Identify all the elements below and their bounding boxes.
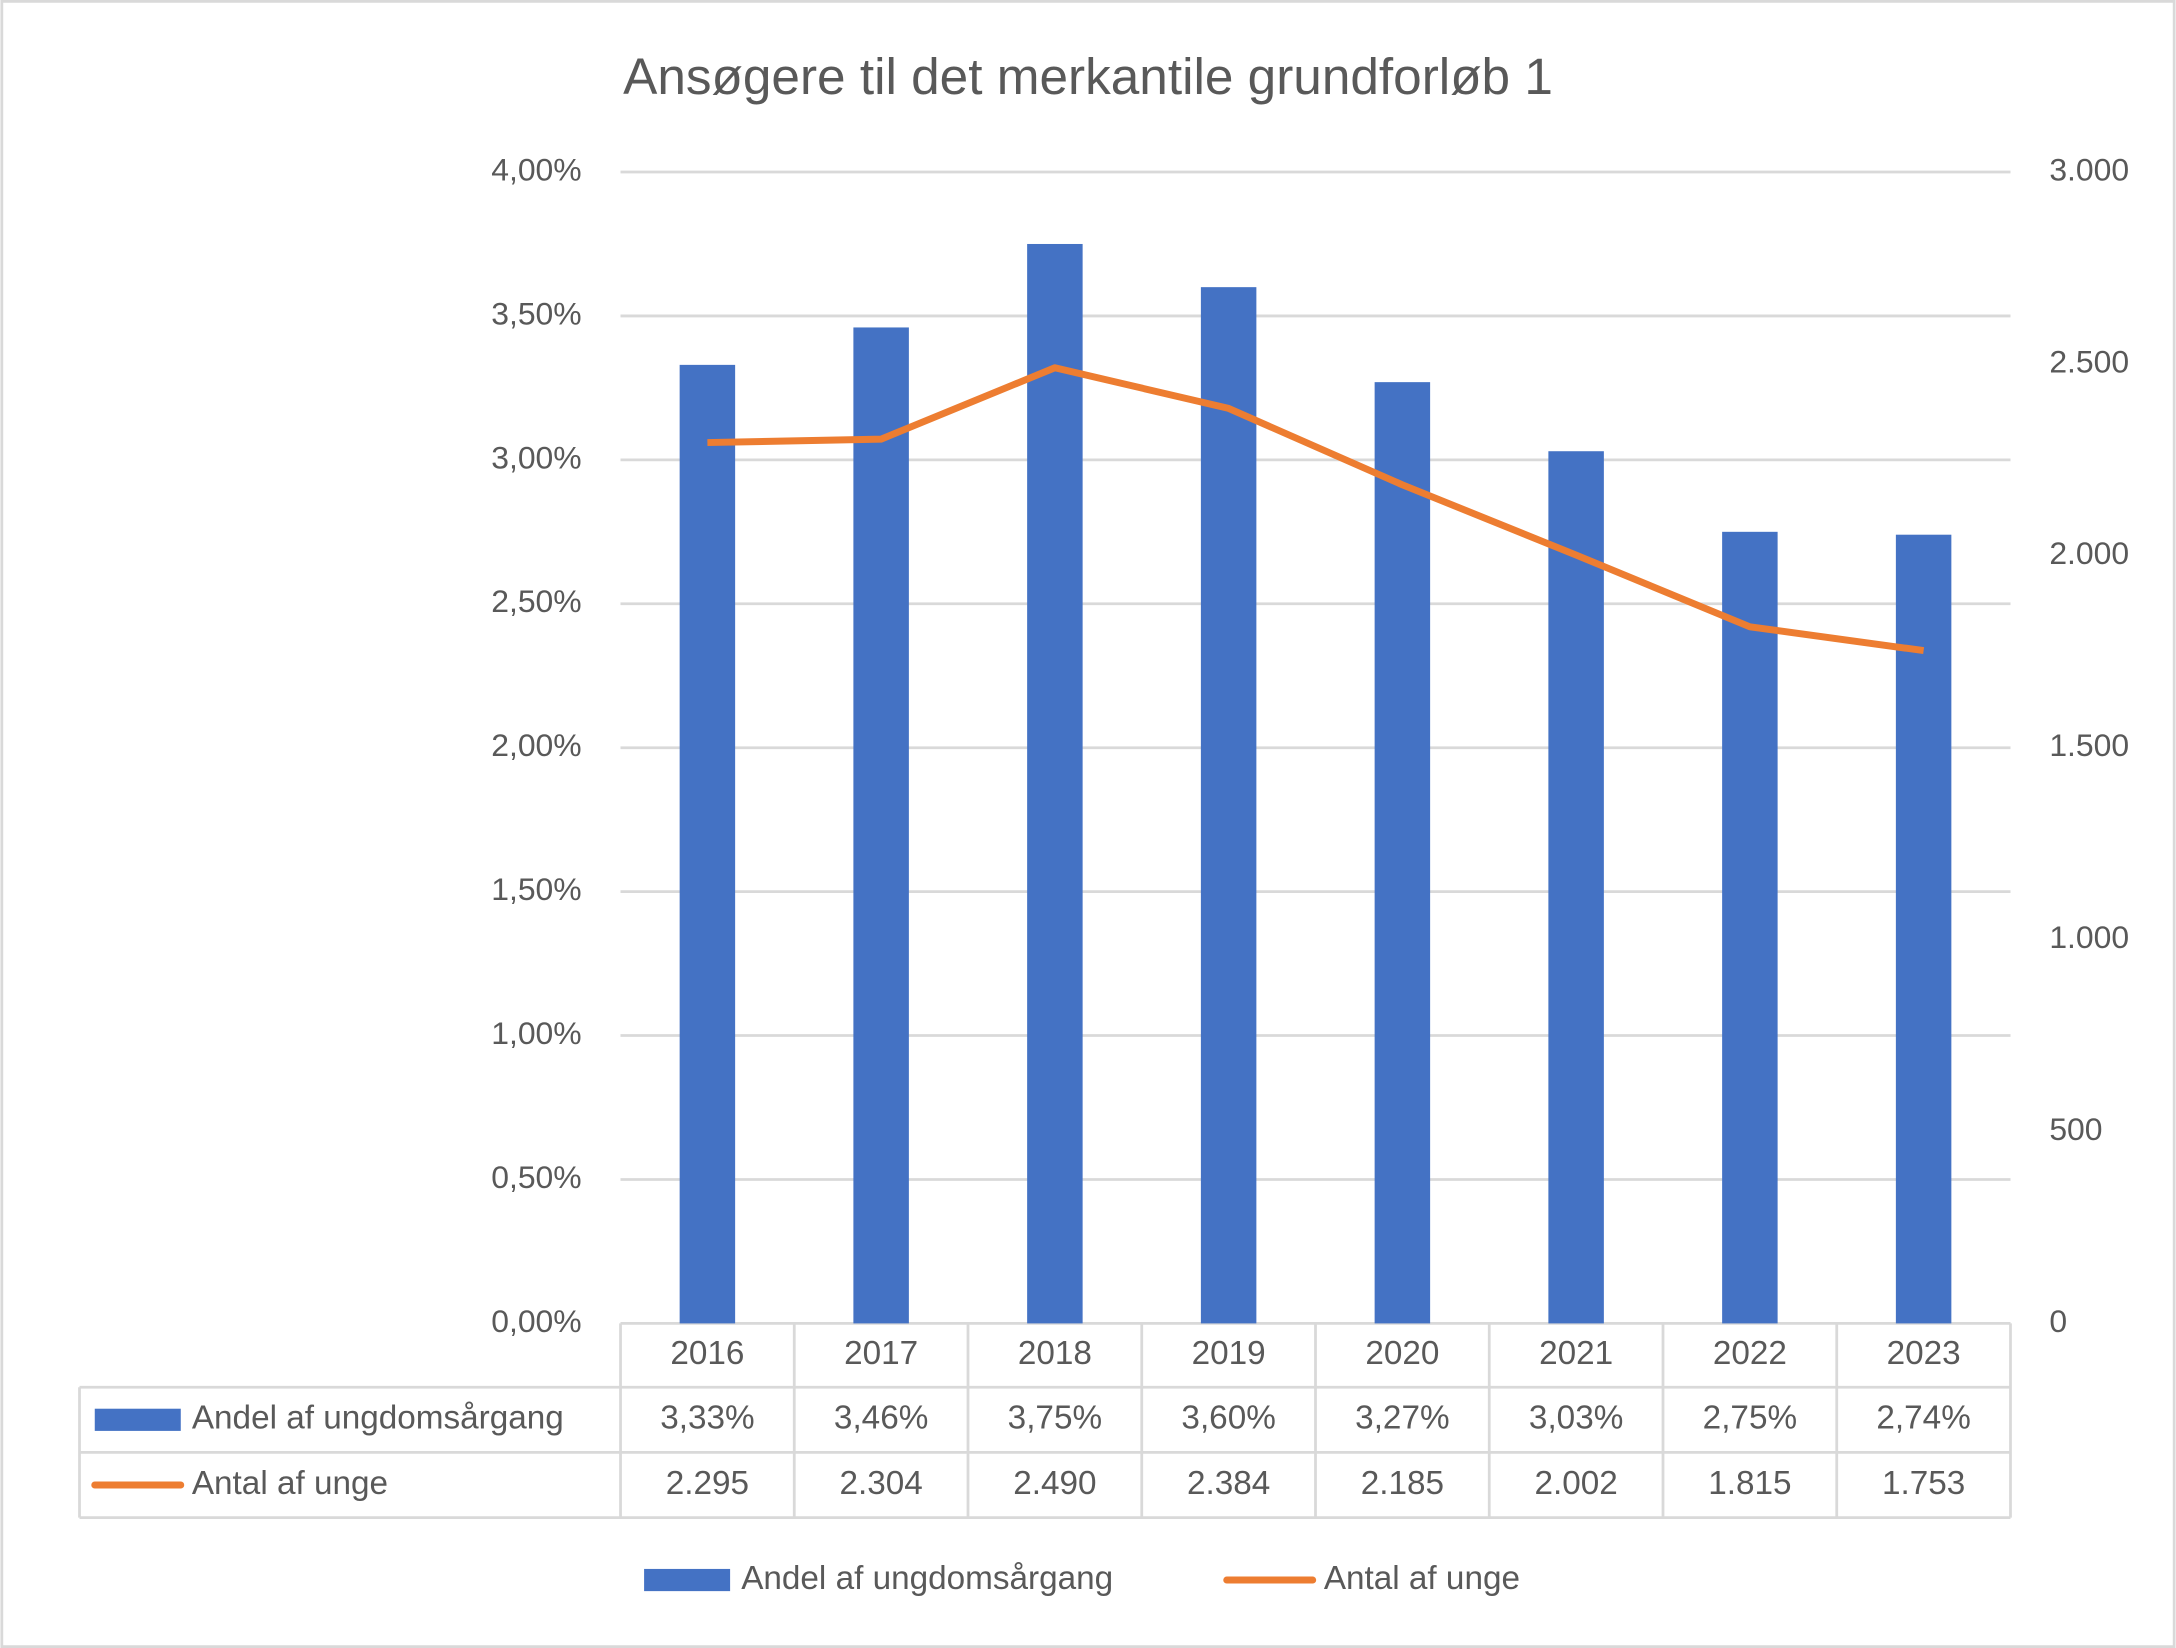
x-tick-label: 2019 bbox=[1192, 1335, 1266, 1372]
y2-tick-label: 1.500 bbox=[2049, 727, 2129, 763]
bar bbox=[679, 364, 736, 1324]
y-tick-label: 0,50% bbox=[491, 1159, 581, 1195]
bar bbox=[1548, 451, 1604, 1324]
table-value: 3,75% bbox=[1008, 1400, 1102, 1437]
chart-title: Ansøgere til det merkantile grundforløb … bbox=[623, 48, 1553, 105]
y-tick-label: 1,00% bbox=[491, 1015, 581, 1051]
x-tick-label: 2021 bbox=[1539, 1335, 1613, 1372]
table-row-label: Antal af unge bbox=[192, 1465, 388, 1502]
table-row-label: Andel af ungdomsårgang bbox=[192, 1400, 564, 1437]
y2-tick-label: 500 bbox=[2049, 1111, 2102, 1147]
bar bbox=[1895, 534, 1952, 1324]
y-tick-label: 2,50% bbox=[491, 583, 581, 619]
table-value: 2,74% bbox=[1876, 1400, 1970, 1437]
bar bbox=[1722, 531, 1778, 1324]
y-tick-label: 0,00% bbox=[491, 1303, 581, 1339]
y2-tick-label: 1.000 bbox=[2049, 919, 2129, 955]
y-tick-label: 4,00% bbox=[491, 151, 581, 187]
table-value: 2.295 bbox=[666, 1465, 749, 1502]
table-value: 3,60% bbox=[1181, 1400, 1275, 1437]
line bbox=[707, 364, 1925, 655]
table-value: 2.002 bbox=[1534, 1465, 1617, 1502]
table-value: 2.185 bbox=[1361, 1465, 1444, 1502]
legend-key bbox=[94, 1408, 181, 1431]
bar bbox=[1374, 382, 1431, 1324]
table-value: 2.304 bbox=[839, 1465, 922, 1502]
table-value: 3,46% bbox=[834, 1400, 928, 1437]
bar bbox=[1200, 287, 1257, 1324]
legend-label: Antal af unge bbox=[1324, 1560, 1520, 1597]
x-tick-label: 2017 bbox=[844, 1335, 918, 1372]
table-value: 2.490 bbox=[1013, 1465, 1096, 1502]
y2-tick-label: 2.000 bbox=[2049, 535, 2129, 571]
y-tick-label: 2,00% bbox=[491, 727, 581, 763]
x-tick-label: 2023 bbox=[1887, 1335, 1961, 1372]
legend-key bbox=[644, 1568, 731, 1592]
table-value: 3,33% bbox=[660, 1400, 754, 1437]
y2-tick-label: 0 bbox=[2049, 1303, 2067, 1339]
x-tick-label: 2016 bbox=[670, 1335, 744, 1372]
bar bbox=[1027, 243, 1083, 1324]
table-value: 1.753 bbox=[1882, 1465, 1965, 1502]
y2-tick-label: 2.500 bbox=[2049, 343, 2129, 379]
y-tick-label: 1,50% bbox=[491, 871, 581, 907]
y-tick-label: 3,00% bbox=[491, 439, 581, 475]
table-value: 3,03% bbox=[1529, 1400, 1623, 1437]
bar bbox=[853, 327, 909, 1324]
table-value: 2,75% bbox=[1703, 1400, 1797, 1437]
legend-label: Andel af ungdomsårgang bbox=[741, 1560, 1113, 1597]
table-value: 3,27% bbox=[1355, 1400, 1449, 1437]
x-tick-label: 2018 bbox=[1018, 1335, 1092, 1372]
y-tick-label: 3,50% bbox=[491, 295, 581, 331]
x-tick-label: 2022 bbox=[1713, 1335, 1787, 1372]
table-value: 1.815 bbox=[1708, 1465, 1791, 1502]
table-value: 2.384 bbox=[1187, 1465, 1270, 1502]
y2-tick-label: 3.000 bbox=[2049, 151, 2129, 187]
x-tick-label: 2020 bbox=[1365, 1335, 1439, 1372]
